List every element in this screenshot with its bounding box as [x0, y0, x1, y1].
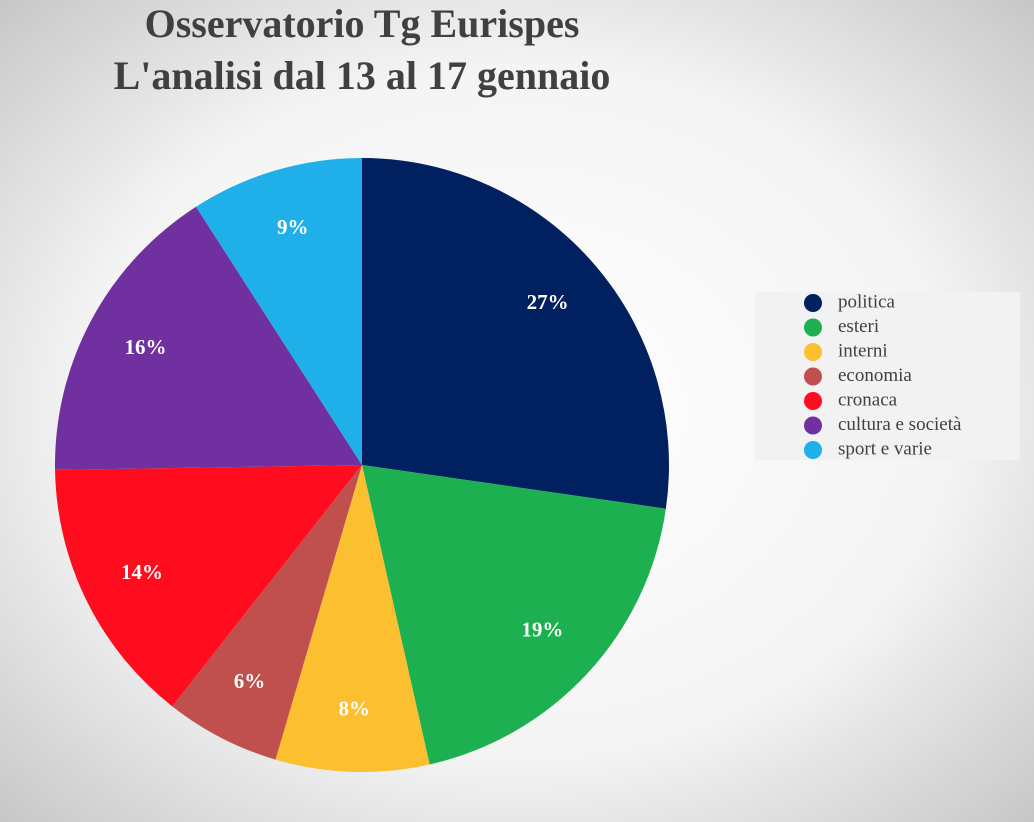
- value-label: 8%: [338, 696, 370, 720]
- legend-label: esteri: [838, 316, 879, 337]
- legend-label: politica: [838, 291, 896, 312]
- legend-marker: [804, 416, 822, 435]
- legend-marker: [804, 441, 822, 459]
- legend-marker: [804, 392, 822, 410]
- legend-label: cultura e società: [838, 414, 962, 435]
- legend-label: cronaca: [838, 389, 898, 410]
- legend-marker: [804, 343, 822, 361]
- value-label: 27%: [527, 290, 569, 314]
- pie-slice: [172, 465, 362, 760]
- pie-slice: [362, 158, 669, 509]
- value-label: 16%: [125, 335, 167, 359]
- legend-label: sport e varie: [838, 438, 932, 459]
- value-label: 19%: [521, 617, 563, 641]
- pie-slice: [196, 158, 362, 465]
- legend-marker: [804, 318, 822, 337]
- chart-title: Osservatorio Tg Eurispes: [145, 1, 580, 46]
- legend-label: interni: [838, 340, 888, 361]
- pie-slice: [55, 465, 363, 707]
- legend-marker: [804, 367, 822, 386]
- value-label: 9%: [277, 215, 309, 239]
- value-label: 14%: [121, 560, 163, 584]
- pie-slice: [55, 206, 362, 470]
- legend-marker: [804, 294, 822, 312]
- legend-box: [755, 292, 1020, 460]
- pie-slice: [362, 465, 666, 765]
- legend-label: economia: [838, 365, 912, 386]
- pie-slice: [275, 465, 430, 772]
- value-label: 6%: [234, 669, 266, 693]
- chart-subtitle: L'analisi dal 13 al 17 gennaio: [114, 53, 611, 98]
